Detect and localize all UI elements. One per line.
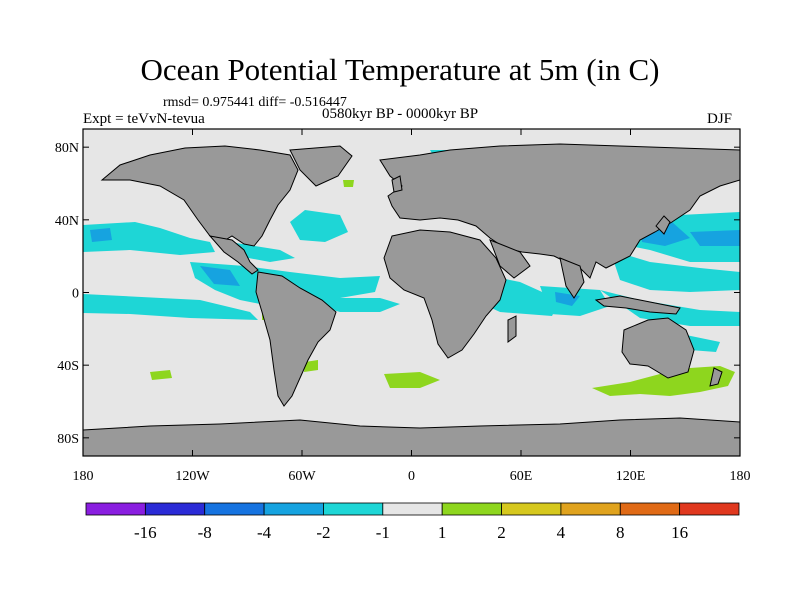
season-label: DJF: [707, 111, 733, 127]
colorbar-swatch: [382, 502, 443, 516]
colorbar-label: -8: [198, 523, 212, 542]
new-zealand: [709, 367, 723, 387]
australia: [621, 317, 695, 379]
colorbar: -16 -8 -4 -2 -1 1 2 4 8 16: [85, 502, 740, 542]
central-america: [208, 235, 259, 275]
colorbar-swatch: [144, 502, 206, 516]
colorbar-swatch: [560, 502, 621, 516]
colorbar-label: -16: [134, 523, 157, 542]
colorbar-label: -1: [376, 523, 390, 542]
lon-tick-label: 180: [73, 469, 94, 484]
stats-label: rmsd= 0.975441 diff= -0.516447: [163, 95, 347, 110]
lon-tick-label: 120E: [616, 469, 646, 484]
colorbar-swatch: [679, 502, 740, 516]
lon-tick-label: 0: [408, 469, 415, 484]
greenland: [289, 145, 353, 187]
lon-tick-label: 180: [730, 469, 751, 484]
longitude-axis: 180 120W 60W 0 60E 120E 180: [73, 129, 751, 484]
uk: [391, 175, 403, 193]
south-america: [255, 271, 337, 407]
lon-tick-label: 60E: [510, 469, 533, 484]
antarctica: [83, 417, 740, 456]
lat-tick-label: 80N: [55, 141, 79, 156]
map-title: Ocean Potential Temperature at 5m (in C): [140, 52, 660, 87]
india: [559, 257, 585, 299]
lat-tick-label: 40N: [55, 214, 79, 229]
lat-tick-label: 80S: [57, 432, 79, 447]
colorbar-swatch: [85, 502, 146, 516]
colorbar-swatch: [323, 502, 384, 516]
lon-tick-label: 60W: [288, 469, 316, 484]
land-masses: [83, 143, 740, 456]
arabian-peninsula: [489, 239, 531, 279]
lon-tick-label: 120W: [175, 469, 210, 484]
lat-tick-label: 40S: [57, 359, 79, 374]
eurasia: [379, 143, 740, 279]
period-label: 0580kyr BP - 0000kyr BP: [322, 106, 479, 122]
green-anomaly-regions: [150, 180, 735, 396]
colorbar-swatch: [263, 502, 324, 516]
colorbar-label: 8: [616, 523, 625, 542]
colorbar-swatch: [501, 502, 562, 516]
experiment-label: Expt = teVvN-tevua: [83, 111, 205, 127]
colorbar-swatch: [619, 502, 681, 516]
indonesia: [594, 295, 681, 315]
japan: [655, 215, 671, 235]
colorbar-swatch: [204, 502, 265, 516]
lat-tick-label: 0: [72, 287, 79, 302]
colorbar-label: 2: [497, 523, 506, 542]
colorbar-label: 1: [438, 523, 447, 542]
colorbar-swatch: [441, 502, 502, 516]
madagascar: [507, 315, 517, 343]
colorbar-label: 4: [557, 523, 566, 542]
colorbar-label: 16: [671, 523, 688, 542]
colorbar-label: -2: [316, 523, 330, 542]
africa: [383, 229, 507, 359]
colorbar-label: -4: [257, 523, 272, 542]
north-america: [100, 145, 299, 247]
latitude-axis: 80N 40N 0 40S 80S: [55, 141, 740, 447]
